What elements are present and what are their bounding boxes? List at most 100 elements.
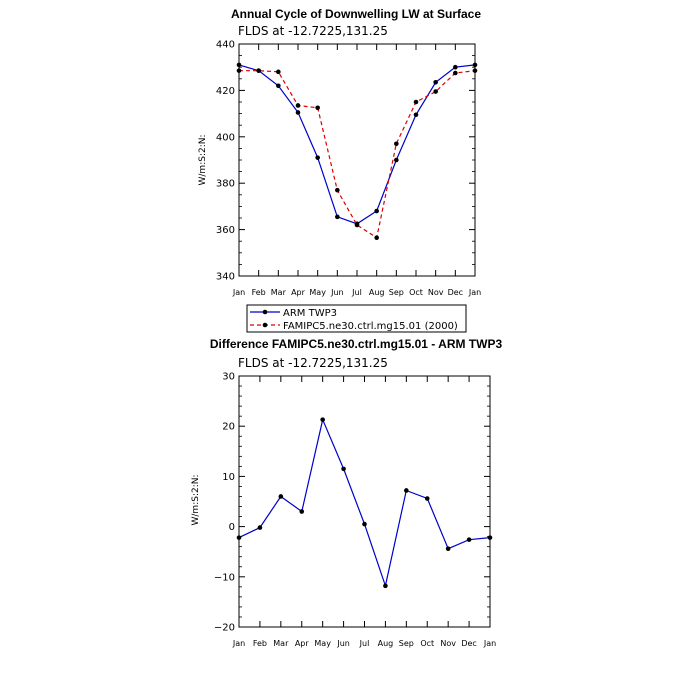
x-tick-label: Sep <box>389 288 404 297</box>
y-tick-label: 440 <box>216 40 235 51</box>
y-tick-label: 30 <box>222 372 235 383</box>
series-1-point <box>276 69 281 75</box>
y-tick-label: 360 <box>216 225 235 236</box>
series-1-point <box>472 68 478 73</box>
series-0-point <box>413 112 419 118</box>
x-tick-label: Jun <box>336 639 350 648</box>
series-0-point <box>362 521 367 527</box>
series-0-point <box>466 537 472 542</box>
x-tick-label: May <box>314 639 331 648</box>
series-0-point <box>335 214 340 220</box>
x-tick-label: Jan <box>483 639 496 648</box>
legend: ARM TWP3 FAMIPC5.ne30.ctrl.mg15.01 (2000… <box>246 304 467 333</box>
y-tick-labels: −20 −10 0 10 20 30 <box>214 372 235 634</box>
chart-subtitle: FLDS at -12.7225,131.25 <box>238 356 388 370</box>
series-1-point <box>374 235 379 241</box>
series-0-point <box>276 83 281 89</box>
x-tick-label: Feb <box>252 288 266 297</box>
series-1-point <box>236 68 242 73</box>
panel-annual-cycle: Annual Cycle of Downwelling LW at Surfac… <box>198 7 481 333</box>
series-line-0 <box>238 64 476 225</box>
x-tick-label: Sep <box>399 639 414 648</box>
series-1-point <box>256 68 261 73</box>
y-tick-label: 20 <box>222 422 235 433</box>
legend-label-obs: ARM TWP3 <box>283 308 337 319</box>
series-group <box>236 62 478 241</box>
series-0-point <box>341 466 346 472</box>
x-tick-label: Aug <box>378 639 394 648</box>
x-tick-labels: Jan Feb Mar Apr May Jun Jul Aug Sep Oct Nov Dec Jan <box>232 288 481 297</box>
x-tick-label: Nov <box>440 639 456 648</box>
x-tick-label: Oct <box>420 639 434 648</box>
x-tick-label: Jan <box>232 288 245 297</box>
y-tick-label: 380 <box>216 179 235 190</box>
x-tick-label: Jul <box>359 639 370 648</box>
series-group <box>236 417 493 589</box>
series-1-point <box>295 103 301 108</box>
series-0-point <box>404 488 409 493</box>
y-tick-label: 10 <box>222 472 235 483</box>
x-tick-label: Jan <box>468 288 481 297</box>
plot-area <box>238 43 476 277</box>
series-0-point <box>445 546 451 551</box>
plot-frame <box>238 375 491 628</box>
y-tick-label: 400 <box>216 132 235 143</box>
y-axis-label: W/m:S:2:N: <box>198 135 208 186</box>
series-1-point <box>413 99 419 105</box>
series-0-point <box>257 525 263 530</box>
legend-marker-obs <box>262 309 268 315</box>
y-tick-labels: 340 360 380 400 420 440 <box>216 40 235 283</box>
series-line-0 <box>238 417 491 589</box>
series-0-point <box>453 64 458 70</box>
x-tick-label: Oct <box>409 288 423 297</box>
series-1-point <box>453 70 458 76</box>
series-1-point <box>315 105 320 111</box>
chart-subtitle: FLDS at -12.7225,131.25 <box>238 24 388 38</box>
x-tick-label: Jul <box>351 288 362 297</box>
series-1-point <box>335 187 340 193</box>
series-0-point <box>278 494 284 499</box>
series-0-point <box>315 155 320 160</box>
series-1-point <box>433 89 438 94</box>
x-tick-label: Aug <box>369 288 385 297</box>
series-0-point <box>424 496 430 501</box>
x-tick-label: Nov <box>428 288 444 297</box>
x-tick-label: Mar <box>271 288 287 297</box>
x-tick-label: Mar <box>273 639 289 648</box>
legend-box <box>246 304 467 333</box>
x-tick-label: Apr <box>291 288 306 297</box>
series-0-point <box>295 110 301 115</box>
series-0-point <box>487 535 493 540</box>
x-tick-label: Feb <box>253 639 267 648</box>
series-0-point <box>320 417 325 422</box>
panel-difference: Difference FAMIPC5.ne30.ctrl.mg15.01 - A… <box>191 337 502 648</box>
x-tick-label: Jan <box>232 639 245 648</box>
y-tick-label: 0 <box>229 522 235 533</box>
x-tick-labels: Jan Feb Mar Apr May Jun Jul Aug Sep Oct Nov Dec Jan <box>232 639 496 648</box>
series-0-point <box>236 535 242 540</box>
series-0-point <box>433 79 438 85</box>
series-0-point <box>394 157 399 163</box>
series-0-point <box>374 208 379 214</box>
x-tick-label: May <box>309 288 326 297</box>
chart-title: Annual Cycle of Downwelling LW at Surfac… <box>231 7 481 21</box>
x-tick-label: Jun <box>330 288 344 297</box>
y-tick-label: −20 <box>214 623 235 634</box>
series-0-point <box>299 509 305 514</box>
y-axis-label: W/m:S:2:N: <box>191 475 201 526</box>
plot-area <box>238 375 491 628</box>
series-1-point <box>354 222 360 228</box>
series-0-point <box>383 583 388 589</box>
y-tick-label: −10 <box>214 572 235 583</box>
legend-label-model: FAMIPC5.ne30.ctrl.mg15.01 (2000) <box>283 321 458 332</box>
x-tick-label: Apr <box>295 639 310 648</box>
y-tick-label: 420 <box>216 86 235 97</box>
x-tick-label: Dec <box>461 639 476 648</box>
legend-marker-model <box>262 322 268 328</box>
chart-title: Difference FAMIPC5.ne30.ctrl.mg15.01 - A… <box>210 337 503 351</box>
series-line-1 <box>239 70 476 239</box>
series-0-point <box>236 62 242 68</box>
x-tick-label: Dec <box>448 288 463 297</box>
series-0-point <box>472 62 478 68</box>
